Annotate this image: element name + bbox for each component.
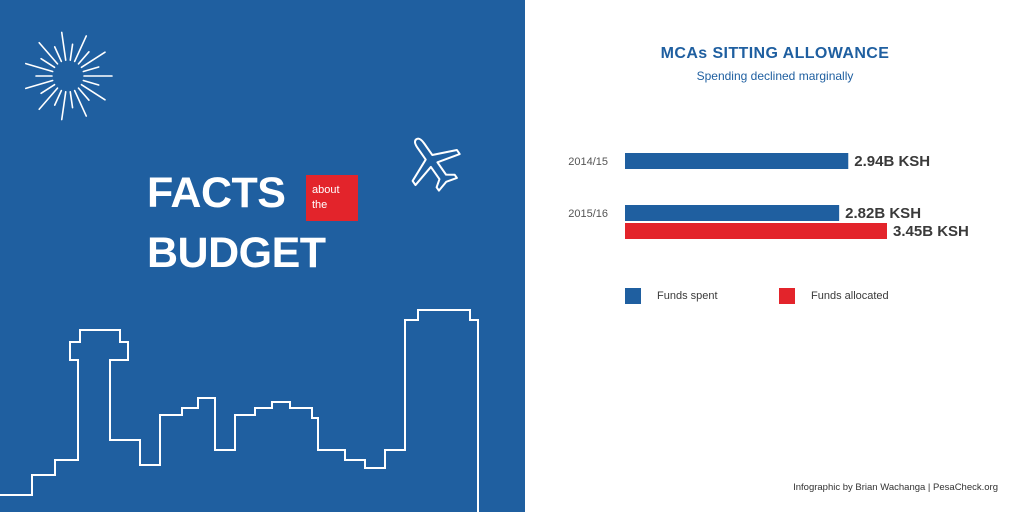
chart-subtitle: Spending declined marginally — [696, 69, 854, 83]
facts-heading: FACTS — [147, 169, 286, 217]
legend-label-funds-spent: Funds spent — [657, 290, 718, 302]
city-skyline-illustration — [0, 309, 479, 512]
about-the-badge — [306, 175, 358, 221]
airplane-icon — [411, 137, 461, 192]
chart-title: MCAs SITTING ALLOWANCE — [660, 45, 890, 62]
category-label: 2014/15 — [568, 156, 608, 168]
data-label: 2.94B KSH — [854, 153, 930, 170]
budget-heading: BUDGET — [147, 229, 326, 277]
bar-funds-allocated — [625, 223, 887, 239]
data-label: 3.45B KSH — [893, 223, 969, 240]
left-panel: FACTS about the BUDGET — [0, 0, 525, 512]
data-label: 2.82B KSH — [845, 205, 921, 222]
category-label: 2015/16 — [568, 208, 608, 220]
sunburst-icon — [24, 31, 113, 121]
bar-funds-spent — [625, 205, 840, 221]
legend-swatch-funds-spent — [625, 288, 641, 304]
the-word: the — [312, 199, 328, 211]
legend-swatch-funds-allocated — [779, 288, 795, 304]
bar-funds-spent — [625, 153, 849, 169]
legend-label-funds-allocated: Funds allocated — [811, 290, 889, 302]
credit-line: Infographic by Brian Wachanga | PesaChec… — [793, 482, 998, 493]
about-word: about — [312, 184, 340, 196]
about-the-label: about the — [312, 183, 340, 213]
right-panel: MCAs SITTING ALLOWANCE Spending declined… — [525, 0, 1025, 512]
